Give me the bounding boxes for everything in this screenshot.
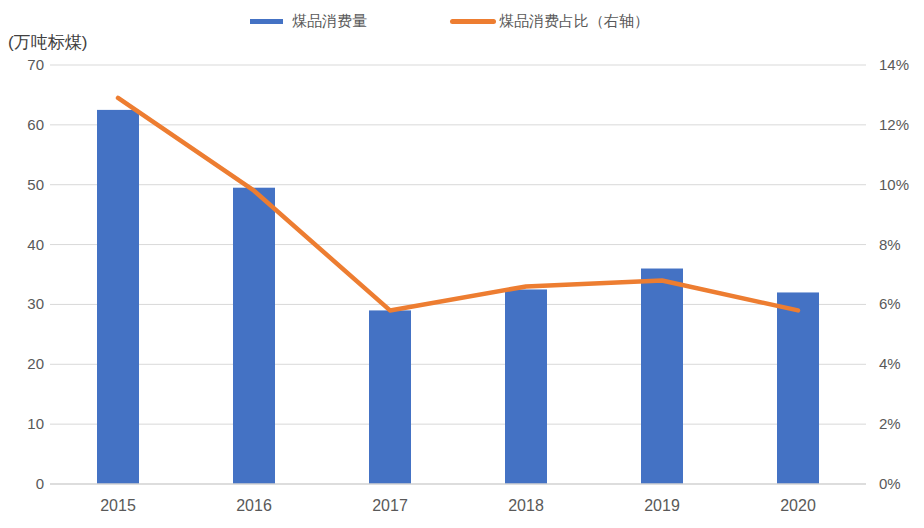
bar-2017 [369, 310, 411, 484]
left-axis-tick-label: 60 [27, 116, 44, 133]
bar-2016 [233, 188, 275, 484]
right-axis-tick-label: 10% [879, 176, 909, 193]
left-axis-tick-label: 30 [27, 295, 44, 312]
bar-2020 [777, 292, 819, 484]
right-axis-tick-label: 12% [879, 116, 909, 133]
plot-area: 0 10 20 30 40 50 60 70 0% 2% 4% 6% 8% 10% 12% 14% 2015 20… [0, 0, 924, 528]
x-axis-label-2020: 2020 [780, 497, 816, 514]
left-axis-tick-label: 10 [27, 415, 44, 432]
legend-label-coal-consumption: 煤品消费量 [292, 12, 367, 31]
line-series-swatch [450, 19, 496, 24]
left-axis-tick-label: 20 [27, 355, 44, 372]
legend-item-coal-consumption: 煤品消费量 [250, 11, 367, 31]
right-axis-tick-label: 4% [879, 355, 901, 372]
bar-2019 [641, 269, 683, 484]
legend-item-coal-share: 煤品消费占比（右轴） [450, 11, 649, 31]
left-axis-unit-label: (万吨标煤) [8, 31, 87, 54]
x-axis-label-2017: 2017 [372, 497, 408, 514]
left-axis-tick-label: 50 [27, 176, 44, 193]
coal-consumption-chart: 煤品消费量 煤品消费占比（右轴） (万吨标煤) 0102030405060700… [0, 0, 924, 528]
right-axis-tick-label: 8% [879, 236, 901, 253]
x-axis-label-2018: 2018 [508, 497, 544, 514]
x-axis-label-2019: 2019 [644, 497, 680, 514]
left-axis-tick-label: 40 [27, 236, 44, 253]
right-axis-tick-label: 0% [879, 475, 901, 492]
bar-2018 [505, 289, 547, 484]
x-axis-label-2015: 2015 [100, 497, 136, 514]
left-axis-tick-label: 0 [36, 475, 44, 492]
right-axis-tick-label: 2% [879, 415, 901, 432]
legend-label-coal-share: 煤品消费占比（右轴） [499, 12, 649, 31]
right-axis-tick-label: 6% [879, 295, 901, 312]
bar-2015 [97, 110, 139, 484]
trend-line [118, 98, 798, 310]
left-axis-tick-label: 70 [27, 56, 44, 73]
bar-series-swatch [250, 19, 283, 24]
right-axis-tick-label: 14% [879, 56, 909, 73]
x-axis-label-2016: 2016 [236, 497, 272, 514]
